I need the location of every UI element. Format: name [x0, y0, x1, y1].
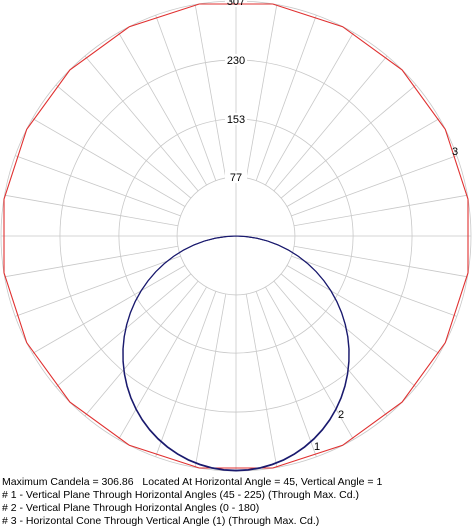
- grid-spoke: [84, 55, 199, 192]
- grid-spoke: [265, 32, 354, 186]
- tick-label-backdrop: [225, 171, 247, 184]
- legend-entry-1: # 1 - Vertical Plane Through Horizontal …: [2, 489, 359, 501]
- radial-tick-label: 307: [227, 0, 245, 8]
- grid-spoke: [32, 265, 186, 354]
- grid-spoke: [155, 291, 217, 457]
- grid-spoke: [291, 155, 457, 217]
- chart-legend: Maximum Candela = 306.86 Located At Hori…: [2, 476, 472, 528]
- grid-spoke: [15, 255, 181, 317]
- grid-spoke: [55, 273, 192, 388]
- max-location-text: Located At Horizontal Angle = 45, Vertic…: [142, 476, 383, 488]
- curve-label-2: 2: [338, 409, 344, 421]
- grid-spoke: [4, 245, 179, 278]
- grid-spoke: [84, 280, 199, 417]
- grid-spoke: [194, 4, 227, 179]
- grid-spoke: [194, 293, 227, 468]
- polar-grid: [0, 0, 472, 472]
- grid-spoke: [55, 84, 192, 199]
- grid-spoke: [280, 273, 417, 388]
- grid-spoke: [286, 265, 440, 354]
- radial-tick-label: 77: [230, 172, 242, 184]
- grid-spoke: [255, 291, 317, 457]
- grid-spoke: [15, 155, 181, 217]
- curve-label-3: 3: [452, 146, 458, 158]
- grid-spoke: [255, 15, 317, 181]
- curve-labels: 1 2 3: [314, 146, 458, 453]
- curve-3-horizontal-cone: [3, 3, 469, 469]
- polar-candela-plot: 77 153 230 307 1 2 3: [0, 0, 472, 472]
- grid-spoke: [4, 194, 179, 227]
- radial-tick-label: 230: [227, 55, 245, 67]
- grid-spoke: [265, 286, 354, 440]
- tick-label-backdrop: [225, 53, 247, 66]
- curve-label-1: 1: [314, 441, 320, 453]
- grid-spoke: [273, 55, 388, 192]
- grid-spoke: [293, 245, 468, 278]
- grid-spoke: [280, 84, 417, 199]
- grid-spoke: [245, 4, 278, 179]
- grid-spoke: [286, 118, 440, 207]
- grid-spoke: [118, 286, 207, 440]
- legend-entry-2: # 2 - Vertical Plane Through Horizontal …: [2, 502, 260, 514]
- distribution-curves: [3, 3, 469, 472]
- grid-spoke: [273, 280, 388, 417]
- curve-1-vertical-plane: [122, 235, 350, 472]
- tick-label-backdrop: [225, 112, 247, 125]
- radial-tick-labels: 77 153 230 307: [227, 0, 245, 184]
- grid-spoke: [245, 293, 278, 468]
- radial-tick-label: 153: [227, 114, 245, 126]
- grid-spoke: [293, 194, 468, 227]
- grid-spoke: [155, 15, 217, 181]
- max-candela-text: Maximum Candela = 306.86: [2, 476, 134, 488]
- max-candela-line: Maximum Candela = 306.86 Located At Hori…: [2, 476, 472, 489]
- grid-spoke: [118, 32, 207, 186]
- legend-entry-3: # 3 - Horizontal Cone Through Vertical A…: [2, 515, 320, 527]
- grid-spoke: [32, 118, 186, 207]
- grid-spoke: [291, 255, 457, 317]
